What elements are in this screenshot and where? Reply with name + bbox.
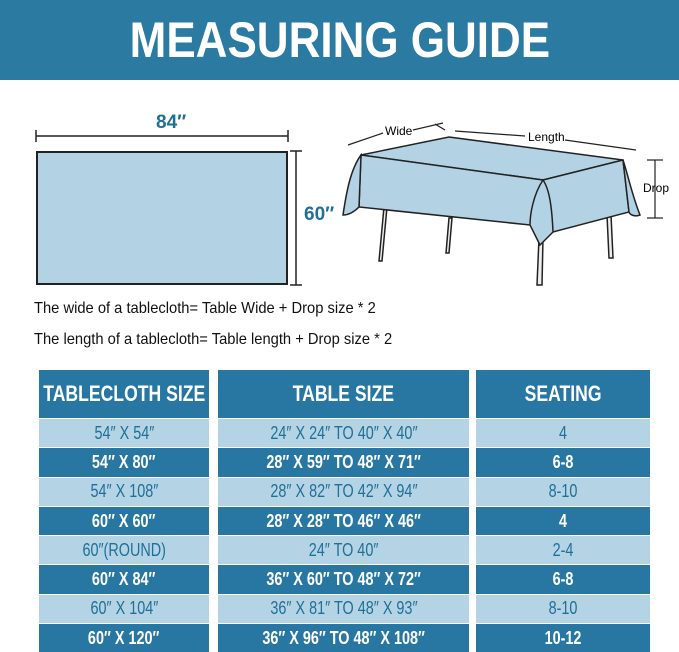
wide-label: Wide bbox=[385, 124, 413, 138]
table-illustration bbox=[342, 136, 641, 286]
cell-text: 10-12 bbox=[544, 627, 582, 648]
length-label: Length bbox=[528, 130, 565, 144]
table-cell: 28″ X 82″ TO 42″ X 94″ bbox=[218, 477, 469, 506]
table-cell: 60″ X 104″ bbox=[39, 594, 209, 624]
table-cell: 54″ X 108″ bbox=[39, 477, 209, 506]
table-cell: 54″ X 54″ bbox=[39, 419, 209, 448]
header-text: TABLE SIZE bbox=[292, 381, 395, 406]
table-cell: 10-12 bbox=[476, 624, 650, 652]
table-cell: 60″ X 60″ bbox=[39, 506, 209, 536]
table-cell: 8-10 bbox=[476, 594, 650, 624]
column-header: SEATING bbox=[476, 370, 650, 418]
cell-text: 8-10 bbox=[548, 598, 578, 619]
table-cell: 28″ X 59″ TO 48″ X 71″ bbox=[218, 448, 469, 477]
table-cell: 36″ X 96″ TO 48″ X 108″ bbox=[218, 624, 469, 652]
cell-text: 4 bbox=[558, 422, 567, 443]
drop-label: Drop bbox=[643, 181, 670, 195]
table-cell: 6-8 bbox=[476, 565, 650, 594]
column-header: TABLE SIZE bbox=[218, 370, 469, 418]
table-cell: 24″ X 24″ TO 40″ X 40″ bbox=[218, 419, 469, 448]
cell-text: 36″ X 81″ TO 48″ X 93″ bbox=[269, 598, 418, 619]
table-column-2: SEATING 4 6-8 8-10 4 2-4 6-8 8-10 10-12 bbox=[476, 370, 650, 652]
header-text: TABLECLOTH SIZE bbox=[43, 381, 205, 406]
table-column-0: TABLECLOTH SIZE 54″ X 54″ 54″ X 80″ 54″ X 1… bbox=[39, 370, 209, 652]
header-text: SEATING bbox=[524, 381, 602, 406]
table-column-1: TABLE SIZE 24″ X 24″ TO 40″ X 40″ 28″ X 59… bbox=[218, 370, 469, 652]
cell-text: 36″ X 60″ TO 48″ X 72″ bbox=[266, 569, 421, 590]
table-cell: 54″ X 80″ bbox=[39, 448, 209, 477]
cell-text: 4 bbox=[558, 510, 567, 531]
table-cell: 60″ X 84″ bbox=[39, 565, 209, 594]
table-cell: 36″ X 60″ TO 48″ X 72″ bbox=[218, 565, 469, 594]
cell-text: 36″ X 96″ TO 48″ X 108″ bbox=[262, 627, 425, 648]
cell-text: 24″ X 24″ TO 40″ X 40″ bbox=[269, 422, 418, 443]
page-title: MEASURING GUIDE bbox=[129, 12, 550, 68]
table-cell: 2-4 bbox=[476, 536, 650, 565]
table-cell: 28″ X 28″ TO 46″ X 46″ bbox=[218, 506, 469, 536]
column-header: TABLECLOTH SIZE bbox=[39, 370, 209, 418]
table-cell: 36″ X 81″ TO 48″ X 93″ bbox=[218, 594, 469, 624]
cell-text: 28″ X 28″ TO 46″ X 46″ bbox=[266, 510, 421, 531]
cell-text: 54″ X 80″ bbox=[92, 451, 156, 472]
cell-text: 8-10 bbox=[548, 481, 578, 502]
cell-text: 28″ X 59″ TO 48″ X 71″ bbox=[266, 451, 421, 472]
cell-text: 60″ X 104″ bbox=[90, 598, 158, 619]
table-cell: 8-10 bbox=[476, 477, 650, 506]
width-dimension-line bbox=[35, 122, 663, 286]
table-cell: 4 bbox=[476, 506, 650, 536]
cell-text: 60″(ROUND) bbox=[82, 539, 166, 560]
table-cell: 24″ TO 40″ bbox=[218, 536, 469, 565]
cell-text: 28″ X 82″ TO 42″ X 94″ bbox=[269, 481, 418, 502]
table-cell: 4 bbox=[476, 419, 650, 448]
cell-text: 60″ X 120″ bbox=[88, 627, 160, 648]
cell-text: 60″ X 84″ bbox=[92, 569, 156, 590]
height-label: 60″ bbox=[304, 204, 335, 225]
table-cell: 6-8 bbox=[476, 448, 650, 477]
length-formula: The length of a tablecloth= Table length… bbox=[34, 331, 393, 348]
table-cell: 60″ X 120″ bbox=[39, 624, 209, 652]
cell-text: 60″ X 60″ bbox=[92, 510, 156, 531]
title-banner: MEASURING GUIDE bbox=[0, 0, 679, 80]
tablecloth-rectangle bbox=[36, 151, 288, 285]
cell-text: 24″ TO 40″ bbox=[308, 539, 379, 560]
cell-text: 54″ X 108″ bbox=[90, 481, 158, 502]
cell-text: 54″ X 54″ bbox=[94, 422, 154, 443]
table-cell: 60″(ROUND) bbox=[39, 536, 209, 565]
cell-text: 2-4 bbox=[552, 539, 574, 560]
width-formula: The wide of a tablecloth= Table Wide + D… bbox=[34, 300, 376, 317]
cell-text: 6-8 bbox=[552, 569, 574, 590]
cell-text: 6-8 bbox=[552, 451, 574, 472]
width-label: 84″ bbox=[156, 112, 187, 133]
